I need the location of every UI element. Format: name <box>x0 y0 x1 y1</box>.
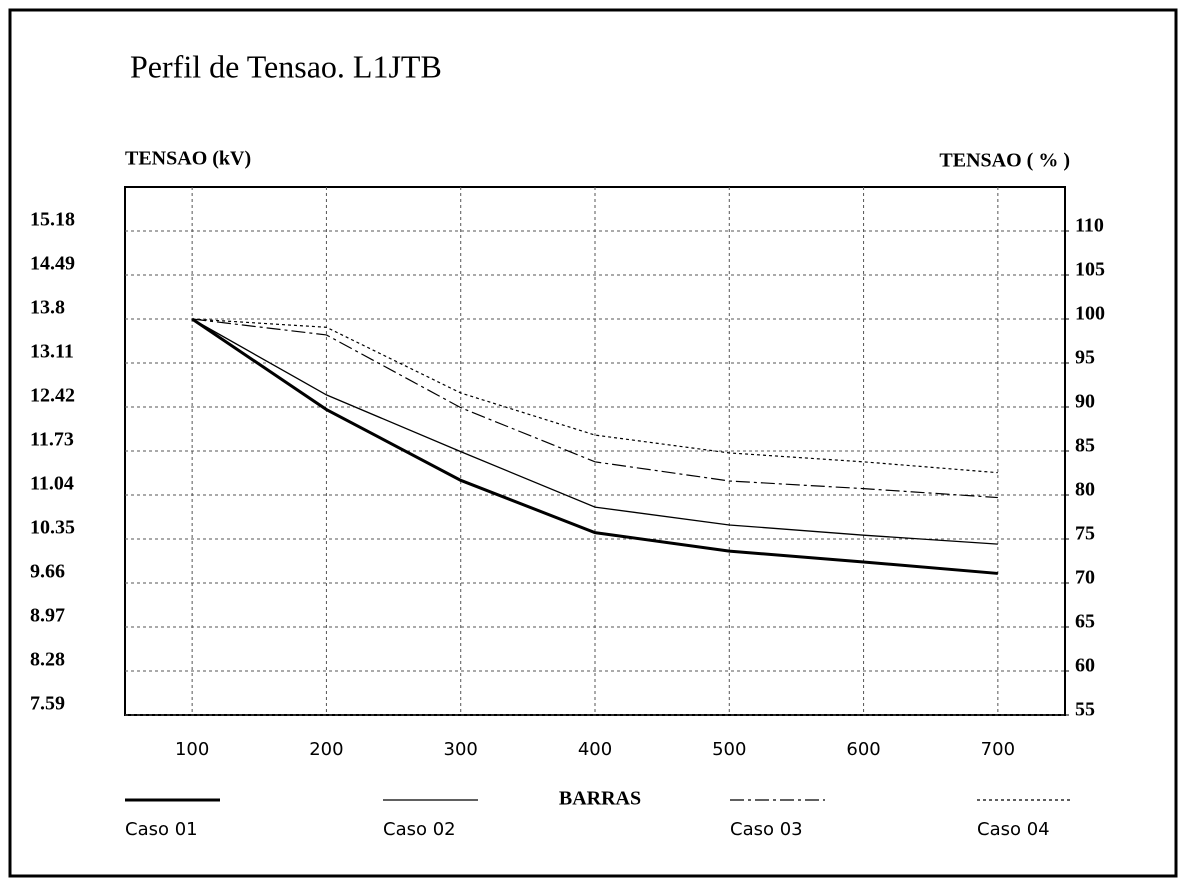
y2-tick-label: 55 <box>1075 699 1095 721</box>
legend-label: Caso 03 <box>730 819 803 840</box>
y2-tick-label: 85 <box>1075 435 1095 457</box>
y2-tick-label: 65 <box>1075 611 1095 633</box>
x-tick-label: 400 <box>578 739 612 760</box>
y-tick-label: 14.49 <box>30 253 75 275</box>
y-tick-label: 7.59 <box>30 693 65 715</box>
series-line <box>191 318 998 545</box>
y2-tick-label: 75 <box>1075 523 1095 545</box>
x-tick-label: 600 <box>846 739 880 760</box>
y2-tick-label: 110 <box>1075 215 1104 237</box>
x-tick-label: 100 <box>175 739 209 760</box>
y2-tick-label: 100 <box>1075 303 1105 325</box>
y-tick-label: 15.18 <box>30 209 75 231</box>
legend-label: Caso 01 <box>125 819 198 840</box>
series-line <box>191 317 998 575</box>
x-axis-label: BARRAS <box>559 788 641 810</box>
y-tick-label: 8.28 <box>30 649 65 671</box>
legend-label: Caso 02 <box>383 819 456 840</box>
y2-tick-label: 60 <box>1075 655 1095 677</box>
x-tick-label: 500 <box>712 739 746 760</box>
x-tick-label: 700 <box>981 739 1015 760</box>
y-tick-label: 13.8 <box>30 297 65 319</box>
x-tick-label: 200 <box>309 739 343 760</box>
legend-label: Caso 04 <box>977 819 1050 840</box>
y-tick-label: 13.11 <box>30 341 74 363</box>
series-line <box>192 318 998 499</box>
y2-axis-label: TENSAO ( % ) <box>939 150 1070 172</box>
y2-tick-label: 70 <box>1075 567 1095 589</box>
frame <box>8 8 1178 878</box>
y2-tick-label: 90 <box>1075 391 1095 413</box>
y-tick-label: 11.04 <box>30 473 74 495</box>
y-tick-label: 8.97 <box>30 605 65 627</box>
y-tick-label: 11.73 <box>30 429 74 451</box>
y2-tick-label: 95 <box>1075 347 1095 369</box>
y2-tick-label: 80 <box>1075 479 1095 501</box>
chart-title: Perfil de Tensao. L1JTB <box>130 48 442 84</box>
y-tick-label: 9.66 <box>30 561 65 583</box>
x-tick-label: 300 <box>444 739 478 760</box>
series-line <box>192 318 998 474</box>
y2-tick-label: 105 <box>1075 259 1105 281</box>
y-tick-label: 12.42 <box>30 385 75 407</box>
y-tick-label: 10.35 <box>30 517 75 539</box>
y-axis-label: TENSAO (kV) <box>125 148 251 170</box>
